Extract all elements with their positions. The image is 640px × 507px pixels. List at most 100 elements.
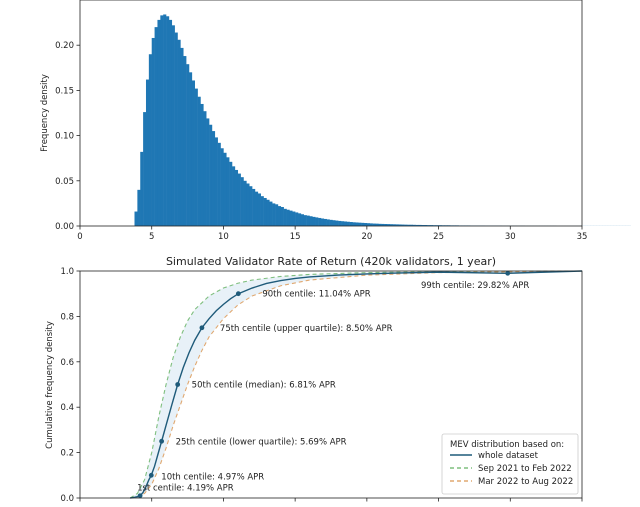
histogram-bar	[292, 211, 296, 226]
histogram-bar	[341, 221, 345, 226]
histogram-bar	[392, 224, 396, 226]
y-tick-label: 0.2	[60, 449, 74, 459]
cdf-x-ticks	[79, 498, 583, 502]
histogram-bar	[435, 225, 439, 226]
histogram-bar	[352, 222, 356, 226]
legend-box	[441, 433, 579, 495]
histogram-bar	[395, 224, 399, 226]
x-tick-label: 0	[77, 232, 82, 242]
histogram-bar	[203, 111, 207, 226]
histogram-bar	[409, 224, 414, 226]
histogram-bar	[343, 221, 348, 226]
histogram-bar	[206, 118, 210, 226]
histogram-bar	[438, 225, 442, 226]
histogram-bar	[286, 209, 290, 226]
histogram-bar	[237, 173, 241, 226]
histogram-bar	[209, 124, 213, 226]
legend-items: whole dataset Sep 2021 to Feb 2022 Mar 202…	[450, 451, 573, 487]
histogram-bar	[277, 206, 282, 226]
cdf-y-label: Cumulative frequency density	[45, 321, 55, 449]
histogram-bar	[332, 220, 336, 226]
histogram-bar	[186, 64, 190, 227]
y-tick-label: 0.00	[55, 222, 74, 232]
histogram-bar	[269, 201, 273, 226]
histogram-bar	[163, 14, 167, 226]
histogram-bar	[421, 225, 425, 226]
cdf-lines	[129, 270, 583, 499]
histogram-bar	[320, 218, 325, 226]
histogram-bar	[151, 37, 155, 226]
centile-annotation: 75th centile (upper quartile): 8.50% APR	[220, 324, 393, 334]
cdf-chart-title: Simulated Validator Rate of Return (420k…	[166, 255, 496, 268]
histogram-bar	[335, 220, 339, 226]
histogram-bar	[381, 223, 385, 226]
histogram-bar	[260, 196, 264, 226]
histogram-bar	[289, 210, 293, 226]
histogram-bar	[252, 188, 256, 226]
histogram-bar	[384, 224, 388, 226]
histogram-bar	[355, 222, 359, 226]
histogram-bar	[386, 224, 391, 226]
histogram-bar	[240, 177, 244, 226]
y-tick-label: 0.6	[60, 358, 74, 368]
histogram-bar	[211, 131, 216, 226]
histogram-bar	[401, 224, 405, 226]
histogram-bar	[349, 222, 353, 226]
histogram-y-label: Frequency density	[40, 74, 50, 152]
y-tick-label: 1.0	[60, 267, 74, 277]
histogram-bar	[323, 218, 327, 226]
y-tick-label: 0.10	[55, 132, 74, 142]
histogram-bar	[363, 223, 368, 226]
histogram-bar	[243, 180, 247, 226]
x-tick-label: 15	[290, 232, 301, 242]
y-tick-label: 0.4	[60, 403, 74, 413]
histogram-bar	[234, 169, 239, 226]
y-tick-label: 0.15	[55, 86, 74, 96]
histogram-bar	[309, 216, 313, 226]
histogram-bar	[275, 204, 279, 226]
histogram-bar	[283, 208, 287, 226]
legend-label: whole dataset	[478, 451, 539, 461]
histogram-bar	[168, 19, 173, 226]
histogram-y-ticks: 0.00 0.05 0.10 0.15 0.20	[55, 41, 80, 232]
x-tick-label: 30	[505, 232, 516, 242]
histogram-bar	[300, 214, 304, 226]
histogram-bar	[369, 223, 373, 226]
histogram-bar	[375, 223, 379, 226]
histogram-bar	[329, 219, 333, 226]
histogram-bar	[171, 25, 175, 227]
histogram-bar	[415, 224, 419, 226]
centile-marker	[199, 325, 205, 331]
histogram-bar	[246, 183, 250, 226]
centile-annotation: 25th centile (lower quartile): 5.69% APR	[176, 437, 347, 447]
histogram-bar	[326, 219, 330, 226]
histogram-bar	[160, 15, 164, 227]
histogram-bar	[166, 16, 170, 226]
histogram-bar	[214, 137, 218, 226]
histogram-bar	[220, 148, 224, 226]
histogram-bar	[140, 151, 144, 226]
histogram-bar	[404, 224, 408, 226]
histogram-bar	[366, 223, 370, 226]
histogram-bar	[191, 80, 195, 227]
cdf-axes-frame	[79, 270, 583, 499]
centile-marker	[175, 382, 181, 387]
histogram-bar	[427, 225, 431, 226]
histogram-bar	[378, 223, 382, 226]
centile-marker	[505, 270, 511, 276]
histogram-bar	[358, 222, 362, 226]
histogram-bar	[361, 222, 365, 226]
histogram-bar	[180, 47, 184, 226]
histogram-bar	[257, 193, 261, 226]
histogram-bar	[398, 224, 402, 226]
centile-annotation: 99th centile: 29.82% APR	[421, 281, 529, 291]
histogram-bar	[432, 225, 436, 226]
histogram-bar	[298, 213, 302, 226]
cdf-line-sep-2021-feb-2022	[129, 270, 583, 499]
histogram-panel: 0 5 10 15 20 25 30 35 0.00 0.05 0.10 0.15 0.20 Freq…	[40, 0, 632, 242]
x-tick-label: 5	[149, 232, 154, 242]
legend-title: MEV distribution based on:	[450, 440, 564, 450]
legend-label: Mar 2022 to Aug 2022	[478, 477, 573, 487]
histogram-bar	[280, 207, 284, 226]
